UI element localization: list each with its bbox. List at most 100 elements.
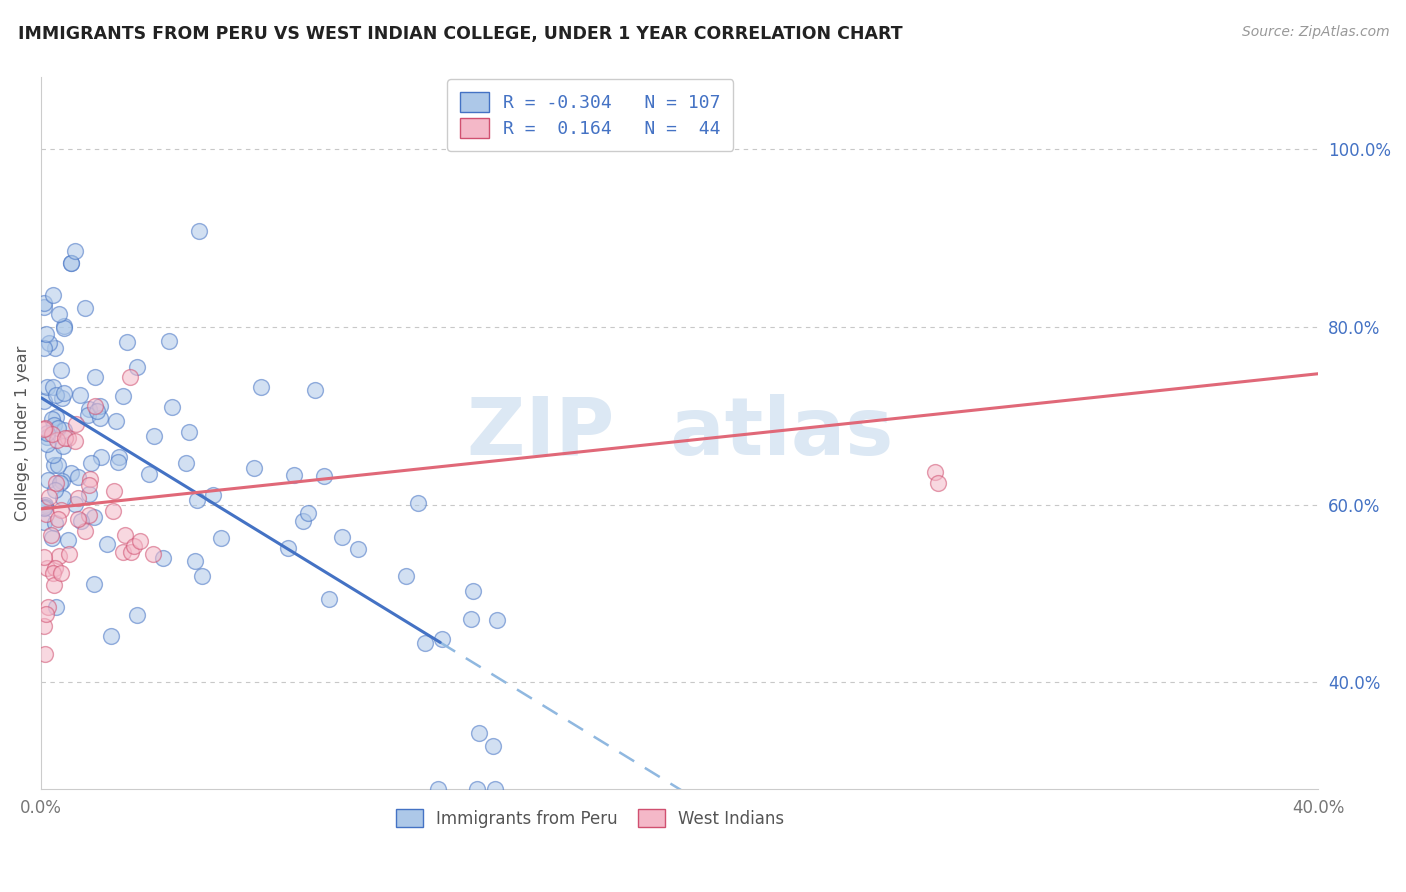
- Point: [45, 409, 67, 424]
- Point: [77, 477, 100, 491]
- Point: [53, 385, 76, 400]
- Point: [73, 524, 96, 539]
- Point: [44, 458, 66, 472]
- Point: [37, 380, 59, 394]
- Point: [77, 409, 100, 423]
- Point: [60, 256, 83, 270]
- Point: [65, 417, 87, 431]
- Point: [152, 551, 174, 566]
- Point: [34, 619, 56, 633]
- Point: [35, 326, 58, 341]
- Point: [63, 244, 86, 258]
- Point: [89, 410, 111, 425]
- Point: [34, 300, 56, 314]
- Point: [318, 592, 340, 607]
- Point: [83, 370, 105, 384]
- Point: [69, 387, 91, 401]
- Point: [59, 466, 82, 480]
- Point: [56, 431, 79, 445]
- Point: [297, 507, 319, 521]
- Point: [201, 487, 224, 501]
- Point: [191, 568, 214, 582]
- Point: [66, 491, 89, 505]
- Point: [112, 389, 135, 403]
- Point: [250, 379, 273, 393]
- Point: [35, 607, 58, 622]
- Point: [38, 335, 60, 350]
- Point: [34, 500, 56, 514]
- Point: [34, 393, 56, 408]
- Point: [34, 422, 56, 436]
- Point: [427, 782, 450, 797]
- Legend: Immigrants from Peru, West Indians: Immigrants from Peru, West Indians: [389, 802, 790, 834]
- Point: [465, 782, 488, 797]
- Point: [42, 417, 65, 432]
- Point: [292, 514, 315, 528]
- Y-axis label: College, Under 1 year: College, Under 1 year: [15, 345, 30, 521]
- Point: [51, 391, 73, 405]
- Point: [430, 632, 453, 646]
- Point: [120, 545, 142, 559]
- Point: [104, 414, 127, 428]
- Point: [42, 566, 65, 580]
- Point: [67, 470, 90, 484]
- Point: [42, 448, 65, 462]
- Point: [122, 539, 145, 553]
- Point: [41, 427, 63, 442]
- Point: [34, 515, 56, 529]
- Point: [46, 512, 69, 526]
- Point: [42, 288, 65, 302]
- Point: [186, 492, 208, 507]
- Point: [44, 483, 66, 498]
- Point: [481, 739, 503, 754]
- Point: [42, 578, 65, 592]
- Point: [127, 359, 149, 374]
- Point: [34, 296, 56, 310]
- Point: [243, 460, 266, 475]
- Point: [103, 504, 125, 518]
- Point: [184, 554, 207, 568]
- Point: [209, 531, 232, 545]
- Point: [80, 456, 103, 470]
- Point: [39, 528, 62, 542]
- Point: [34, 420, 56, 434]
- Point: [89, 399, 111, 413]
- Point: [177, 425, 200, 439]
- Point: [77, 401, 100, 416]
- Point: [406, 496, 429, 510]
- Point: [49, 363, 72, 377]
- Point: [77, 508, 100, 522]
- Point: [56, 533, 79, 547]
- Point: [45, 388, 67, 402]
- Point: [138, 467, 160, 481]
- Point: [34, 550, 56, 565]
- Point: [52, 491, 75, 505]
- Point: [96, 537, 118, 551]
- Point: [118, 370, 141, 384]
- Point: [49, 503, 72, 517]
- Point: [312, 469, 335, 483]
- Point: [41, 412, 63, 426]
- Point: [41, 532, 63, 546]
- Point: [461, 584, 484, 599]
- Point: [69, 514, 91, 528]
- Point: [63, 497, 86, 511]
- Point: [60, 256, 83, 270]
- Point: [48, 549, 70, 564]
- Point: [142, 547, 165, 561]
- Point: [65, 434, 87, 448]
- Point: [347, 542, 370, 557]
- Point: [48, 458, 70, 472]
- Point: [37, 473, 59, 487]
- Point: [37, 561, 59, 575]
- Point: [83, 577, 105, 591]
- Point: [77, 487, 100, 501]
- Point: [83, 509, 105, 524]
- Point: [330, 530, 353, 544]
- Point: [34, 500, 56, 515]
- Point: [34, 648, 56, 662]
- Point: [117, 334, 139, 349]
- Point: [35, 429, 58, 443]
- Point: [304, 383, 326, 397]
- Point: [38, 490, 60, 504]
